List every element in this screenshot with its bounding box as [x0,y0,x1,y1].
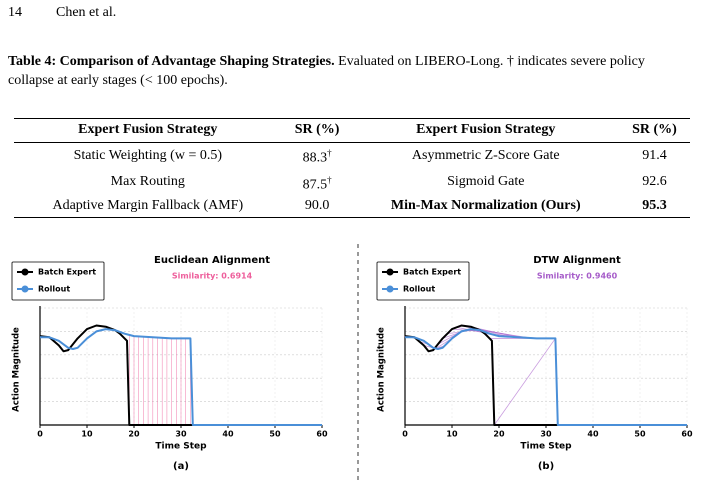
chart-subtitle: Similarity: 0.6914 [172,272,253,281]
chart-title: DTW Alignment [533,255,621,266]
x-axis-label: Time Step [520,442,572,452]
chart-subtitle: Similarity: 0.9460 [537,272,618,281]
cell-note: † [327,148,332,158]
table-cell: Min-Max Normalization (Ours) [352,196,619,219]
cell-text: 90.0 [304,198,330,214]
chart-title: Euclidean Alignment [154,255,270,266]
x-tick-label: 0 [402,430,408,439]
table-caption: Table 4: Comparison of Advantage Shaping… [8,52,694,90]
figure: 0 10 20 30 40 50 60 Euclidean Alignment Similari… [11,244,693,484]
x-tick-label: 20 [493,430,505,439]
cell-text: Sigmoid Gate [447,174,525,190]
header-row: Expert Fusion Strategy SR (%) Expert Fusio… [14,118,690,143]
column-header: SR (%) [618,118,690,143]
panel-label: (a) [173,461,189,472]
cell-text: 95.3 [642,198,667,214]
table-cell: 91.4 [619,143,690,170]
alignment-line [493,338,556,426]
legend-label: Rollout [403,285,435,294]
x-tick-label: 20 [128,430,140,439]
table-row: Adaptive Margin Fallback (AMF) 90.0 Min-Ma… [14,196,690,219]
y-axis-label: Action Magnitude [12,327,22,412]
table-cell: 87.5† [282,170,353,197]
cell-text: Min-Max Normalization (Ours) [390,198,581,214]
cell-text: Static Weighting (w = 0.5) [73,147,222,163]
cell-text: 91.4 [642,147,667,163]
x-tick-label: 60 [316,430,328,439]
table-row: Max Routing 87.5† Sigmoid Gate 92.6 [14,170,690,197]
x-tick-label: 40 [587,430,599,439]
caption-label: Table 4: Comparison of Advantage Shaping… [8,54,335,69]
legend-marker [21,285,29,293]
legend-marker [386,285,394,293]
x-tick-label: 50 [634,430,646,439]
legend-marker [386,268,394,276]
x-tick-label: 0 [37,430,43,439]
cell-text: Asymmetric Z-Score Gate [411,147,560,163]
table-cell: 90.0 [281,196,353,219]
table-cell: Asymmetric Z-Score Gate [353,143,619,170]
x-tick-label: 30 [175,430,187,439]
series-line [405,328,687,426]
table-cell: 88.3† [282,143,353,170]
column-header: SR (%) [281,118,353,143]
table-cell: Sigmoid Gate [353,170,619,197]
x-tick-label: 60 [681,430,693,439]
x-tick-label: 10 [446,430,458,439]
page-number: 14 [8,5,22,20]
table-cell: 92.6 [619,170,690,197]
results-table: Expert Fusion Strategy SR (%) Expert Fusio… [14,118,690,219]
legend-label: Batch Expert [403,268,461,277]
cell-text: 87.5 [302,177,328,193]
cell-text: Max Routing [110,174,185,190]
legend-label: Rollout [38,285,70,294]
y-axis-label: Action Magnitude [377,327,387,412]
caption-text: Evaluated on LIBERO-Long. † indicates se… [8,54,645,88]
cell-text: 88.3 [302,150,328,166]
x-axis-label: Time Step [155,442,207,452]
legend-label: Batch Expert [38,268,96,277]
table-cell: Max Routing [14,170,282,197]
x-tick-label: 30 [540,430,552,439]
table-cell: Static Weighting (w = 0.5) [14,143,282,170]
legend-marker [21,268,29,276]
legend-box [11,261,105,301]
cell-text: 92.6 [642,174,667,190]
column-header: Expert Fusion Strategy [14,118,282,143]
column-header: Expert Fusion Strategy [352,118,619,143]
x-tick-label: 10 [81,430,93,439]
cell-text: Adaptive Margin Fallback (AMF) [52,198,244,214]
table-cell: Adaptive Margin Fallback (AMF) [14,196,282,219]
table-body: Static Weighting (w = 0.5) 88.3† Asymmetri… [14,143,690,219]
x-tick-label: 50 [269,430,281,439]
panel-label: (b) [538,461,554,472]
table-cell: 95.3 [618,196,690,219]
cell-note: † [327,174,332,185]
x-tick-label: 40 [222,430,234,439]
legend-box [376,261,470,301]
table-row: Static Weighting (w = 0.5) 88.3† Asymmetri… [14,143,690,170]
running-head: Chen et al. [56,5,117,20]
series-line [40,328,322,426]
